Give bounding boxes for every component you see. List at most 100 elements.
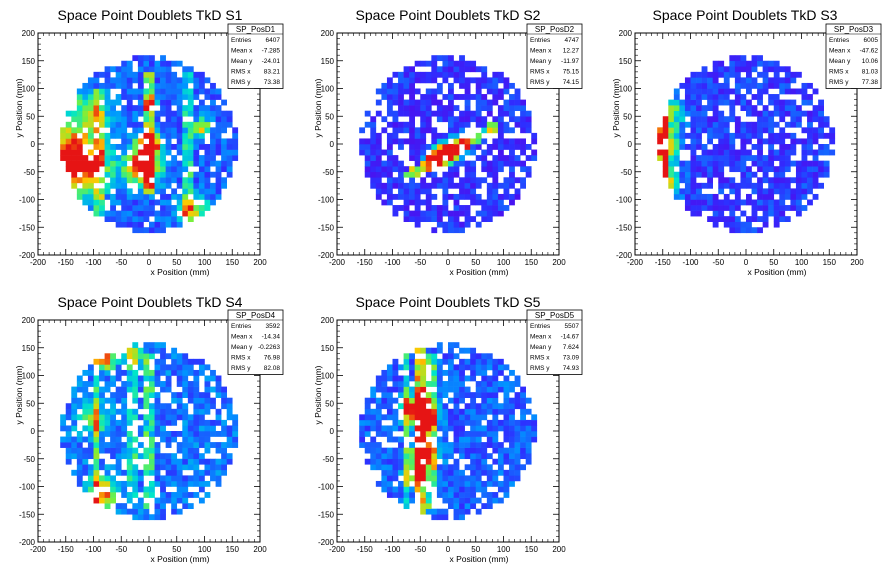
heatmap-bin <box>115 436 122 443</box>
heatmap-bin <box>475 199 482 206</box>
heatmap-bin <box>126 347 133 354</box>
y-tick-label: 200 <box>22 29 36 38</box>
heatmap-bin <box>790 110 797 117</box>
heatmap-bin <box>154 347 161 354</box>
heatmap-bin <box>386 480 393 487</box>
heatmap-bin <box>436 210 443 217</box>
heatmap-bin <box>436 88 443 95</box>
heatmap-bin <box>453 375 460 382</box>
heatmap-bin <box>723 82 730 89</box>
heatmap-bin <box>470 453 477 460</box>
heatmap-bin <box>464 221 471 228</box>
heatmap-bin <box>497 425 504 432</box>
heatmap-bin <box>104 77 111 84</box>
heatmap-bin <box>525 408 532 415</box>
heatmap-bin <box>734 188 741 195</box>
heatmap-bin <box>364 138 371 145</box>
heatmap-bin <box>757 55 763 62</box>
heatmap-bin <box>757 144 763 150</box>
heatmap-bin <box>154 144 161 150</box>
heatmap-bin <box>176 497 183 504</box>
heatmap-bin <box>137 375 144 382</box>
heatmap-bin <box>481 364 488 371</box>
heatmap-bin <box>99 492 105 498</box>
heatmap-bin <box>509 414 515 421</box>
heatmap-bin <box>110 171 116 178</box>
heatmap-bin <box>375 138 382 145</box>
chart-title: Space Point Doublets TkD S2 <box>356 7 541 23</box>
heatmap-bin <box>87 397 94 404</box>
heatmap-bin <box>420 121 427 128</box>
heatmap-bin <box>204 182 211 189</box>
heatmap-bin <box>364 397 371 404</box>
heatmap-bin <box>121 66 128 73</box>
heatmap-bin <box>160 205 166 211</box>
heatmap-bin <box>662 116 669 123</box>
heatmap-bin <box>431 475 438 482</box>
heatmap-bin <box>165 105 172 111</box>
heatmap-bin <box>82 110 89 117</box>
heatmap-bin <box>160 425 166 432</box>
heatmap-bin <box>386 436 393 443</box>
heatmap-bin <box>807 144 813 150</box>
heatmap-bin <box>414 127 421 134</box>
heatmap-bin <box>198 369 205 376</box>
heatmap-bin <box>87 160 94 167</box>
heatmap-bin <box>509 425 515 432</box>
heatmap-bin <box>481 166 488 173</box>
heatmap-bin <box>497 138 504 145</box>
heatmap-bin <box>193 160 200 167</box>
heatmap-bin <box>99 88 105 95</box>
heatmap-bin <box>740 99 747 106</box>
heatmap-bin <box>509 127 515 134</box>
heatmap-bin <box>87 480 94 487</box>
x-tick-label: -100 <box>85 545 102 554</box>
heatmap-bin <box>414 171 421 178</box>
heatmap-bin <box>409 77 415 84</box>
heatmap-bin <box>420 358 427 365</box>
heatmap-bin <box>420 469 427 476</box>
heatmap-bin <box>481 138 488 145</box>
heatmap-bin <box>425 205 432 211</box>
heatmap-bin <box>470 375 477 382</box>
heatmap-bin <box>193 127 200 134</box>
heatmap-bin <box>375 414 382 421</box>
heatmap-bin <box>757 127 763 134</box>
heatmap-bin <box>712 110 719 117</box>
heatmap-bin <box>104 94 111 100</box>
heatmap-bin <box>99 121 105 128</box>
heatmap-bin <box>132 88 139 95</box>
heatmap-bin <box>65 425 72 432</box>
heatmap-bin <box>734 155 741 161</box>
heatmap-bin <box>442 160 449 167</box>
heatmap-bin <box>121 77 128 84</box>
heatmap-bin <box>149 205 155 211</box>
heatmap-bin <box>409 177 415 184</box>
y-axis-label: y Position (mm) <box>611 78 621 137</box>
heatmap-bin <box>132 55 139 62</box>
heatmap-bin <box>76 453 83 460</box>
heatmap-bin <box>818 121 824 128</box>
heatmap-bin <box>420 475 427 482</box>
heatmap-bin <box>453 414 460 421</box>
heatmap-bin <box>525 447 532 454</box>
y-tick-label: -100 <box>19 196 36 205</box>
heatmap-bin <box>486 199 493 206</box>
heatmap-bin <box>470 458 477 465</box>
heatmap-bin <box>76 397 83 404</box>
x-tick-label: -100 <box>682 258 699 267</box>
heatmap-bin <box>160 514 166 521</box>
heatmap-bin <box>60 138 67 145</box>
heatmap-bin <box>414 464 421 471</box>
heatmap-bin <box>746 171 752 178</box>
heatmap-bin <box>165 375 172 382</box>
heatmap-bin <box>425 447 432 454</box>
heatmap-bin <box>520 414 526 421</box>
heatmap-bin <box>149 425 155 432</box>
heatmap-bin <box>812 127 819 134</box>
heatmap-bin <box>481 453 488 460</box>
heatmap-bin <box>193 132 200 139</box>
heatmap-bin <box>453 132 460 139</box>
heatmap-bin <box>386 369 393 376</box>
heatmap-bin <box>176 464 183 471</box>
